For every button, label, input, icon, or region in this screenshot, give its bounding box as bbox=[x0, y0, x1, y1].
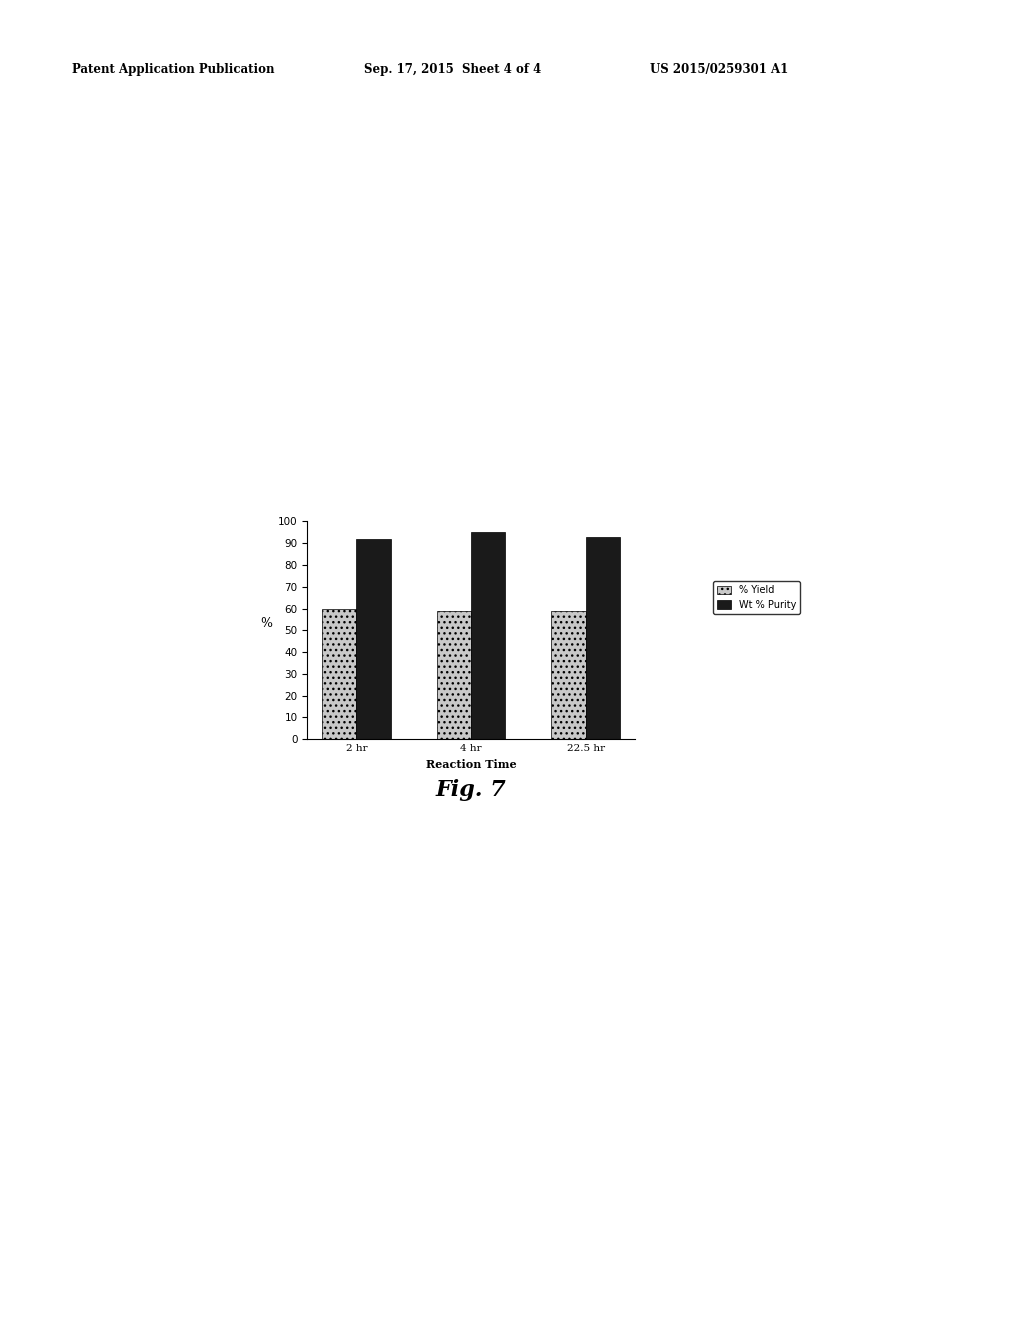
Text: Fig. 7: Fig. 7 bbox=[435, 779, 507, 801]
Bar bbox=[471, 532, 506, 739]
Legend: % Yield, Wt % Purity: % Yield, Wt % Purity bbox=[713, 581, 801, 614]
Text: US 2015/0259301 A1: US 2015/0259301 A1 bbox=[650, 63, 788, 77]
Text: Patent Application Publication: Patent Application Publication bbox=[72, 63, 274, 77]
Bar bbox=[356, 539, 391, 739]
X-axis label: Reaction Time: Reaction Time bbox=[426, 759, 516, 770]
Bar bbox=[323, 609, 356, 739]
Bar bbox=[551, 611, 586, 739]
Bar bbox=[586, 537, 620, 739]
Y-axis label: %: % bbox=[261, 618, 272, 630]
Text: Sep. 17, 2015  Sheet 4 of 4: Sep. 17, 2015 Sheet 4 of 4 bbox=[364, 63, 541, 77]
Bar bbox=[436, 611, 471, 739]
